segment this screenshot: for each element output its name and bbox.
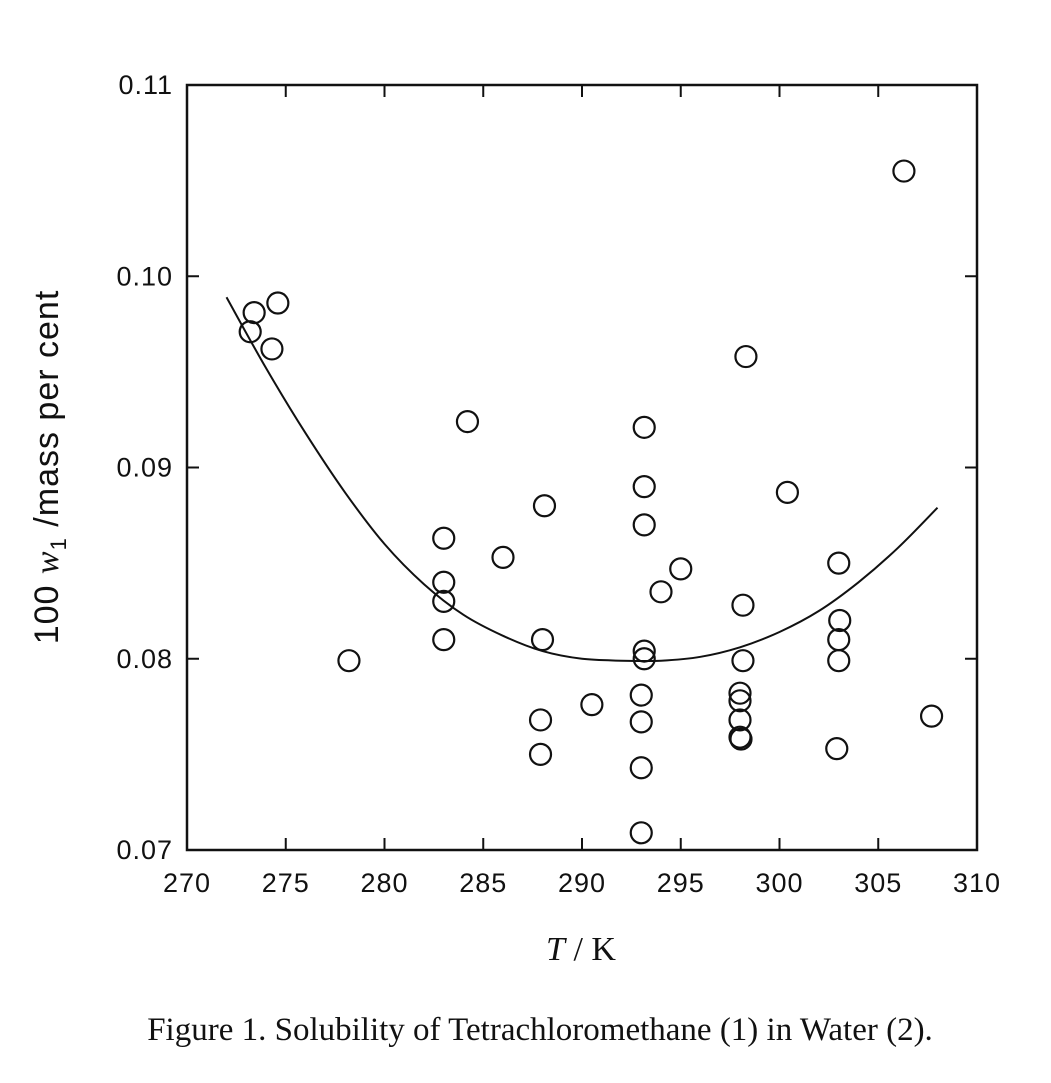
x-axis-unit: K: [591, 931, 616, 968]
data-point: [242, 300, 266, 325]
data-point: [432, 589, 456, 613]
y-axis-subscript: 1: [46, 537, 71, 550]
data-point: [827, 551, 851, 575]
x-tick-label: 285: [459, 868, 507, 898]
data-point: [649, 580, 673, 604]
data-point: [491, 545, 515, 569]
data-point: [432, 570, 456, 594]
data-point: [455, 410, 480, 434]
figure-caption: Figure 1. Solubility of Tetrachlorometha…: [147, 1012, 933, 1048]
x-tick-labels: 270 275 280 285 290 295 300 305 310: [163, 868, 1001, 898]
x-axis-separator: /: [565, 931, 591, 968]
y-tick-label: 0.07: [116, 835, 173, 865]
y-tick-labels: 0.07 0.08 0.09 0.10 0.11: [116, 70, 173, 865]
data-point: [731, 593, 755, 617]
y-axis-label: 100 w1 /mass per cent: [28, 290, 71, 645]
data-point: [432, 628, 456, 652]
data-point: [530, 628, 555, 652]
y-axis-suffix: /mass per cent: [28, 290, 66, 537]
data-point: [731, 649, 755, 673]
data-point: [632, 513, 656, 537]
points-layer: [238, 159, 944, 845]
data-point: [775, 480, 800, 504]
data-point: [828, 608, 852, 633]
x-tick-label: 290: [558, 868, 606, 898]
fit-curve: [225, 296, 939, 663]
data-point: [827, 628, 851, 652]
data-point: [892, 159, 916, 183]
x-tick-label: 295: [657, 868, 705, 898]
fit-curve-layer: [225, 296, 939, 663]
data-point: [580, 693, 604, 717]
data-point: [632, 639, 656, 663]
data-point: [827, 649, 851, 673]
data-point: [728, 681, 752, 705]
x-tick-label: 280: [360, 868, 408, 898]
x-axis-label: T / K: [546, 931, 616, 968]
y-tick-label: 0.08: [116, 644, 173, 674]
data-point: [260, 337, 284, 361]
data-point: [266, 291, 290, 315]
data-point: [632, 415, 656, 439]
data-point: [632, 647, 656, 671]
data-point: [728, 708, 752, 732]
data-point: [632, 475, 656, 499]
data-point: [629, 683, 653, 707]
data-point: [432, 526, 456, 550]
y-tick-label: 0.11: [118, 70, 173, 100]
y-tick-label: 0.10: [116, 261, 173, 291]
x-tick-label: 310: [953, 868, 1001, 898]
plot-frame: [185, 83, 979, 852]
data-point: [629, 821, 653, 845]
data-point: [528, 708, 553, 732]
data-point: [669, 557, 693, 581]
y-tick-label: 0.09: [116, 453, 173, 483]
x-axis-symbol: T: [546, 931, 567, 968]
data-point: [629, 756, 653, 780]
y-axis-prefix: 100: [28, 574, 66, 644]
data-point: [825, 737, 849, 761]
data-point: [729, 727, 753, 751]
data-point: [532, 494, 557, 518]
data-point: [337, 649, 361, 673]
x-tick-label: 275: [262, 868, 310, 898]
data-point: [734, 344, 758, 369]
data-point: [629, 710, 653, 734]
data-point: [728, 689, 752, 713]
x-tick-label: 305: [854, 868, 902, 898]
x-tick-label: 300: [755, 868, 803, 898]
ticks: [186, 84, 978, 851]
y-axis-symbol: w: [29, 550, 66, 574]
x-tick-label: 270: [163, 868, 211, 898]
data-point: [919, 704, 944, 728]
data-point: [528, 742, 553, 766]
